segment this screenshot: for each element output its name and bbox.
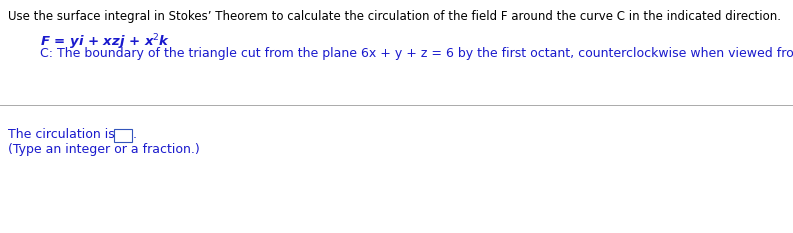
Text: (Type an integer or a fraction.): (Type an integer or a fraction.) xyxy=(8,143,200,156)
Text: Use the surface integral in Stokes’ Theorem to calculate the circulation of the : Use the surface integral in Stokes’ Theo… xyxy=(8,10,781,23)
Bar xyxy=(114,129,132,142)
Text: C: The boundary of the triangle cut from the plane 6x + y + z = 6 by the first o: C: The boundary of the triangle cut from… xyxy=(40,47,793,60)
Text: .: . xyxy=(133,128,137,141)
Text: F = yi + xzj + x$^2$k: F = yi + xzj + x$^2$k xyxy=(40,32,170,51)
Text: The circulation is: The circulation is xyxy=(8,128,115,141)
